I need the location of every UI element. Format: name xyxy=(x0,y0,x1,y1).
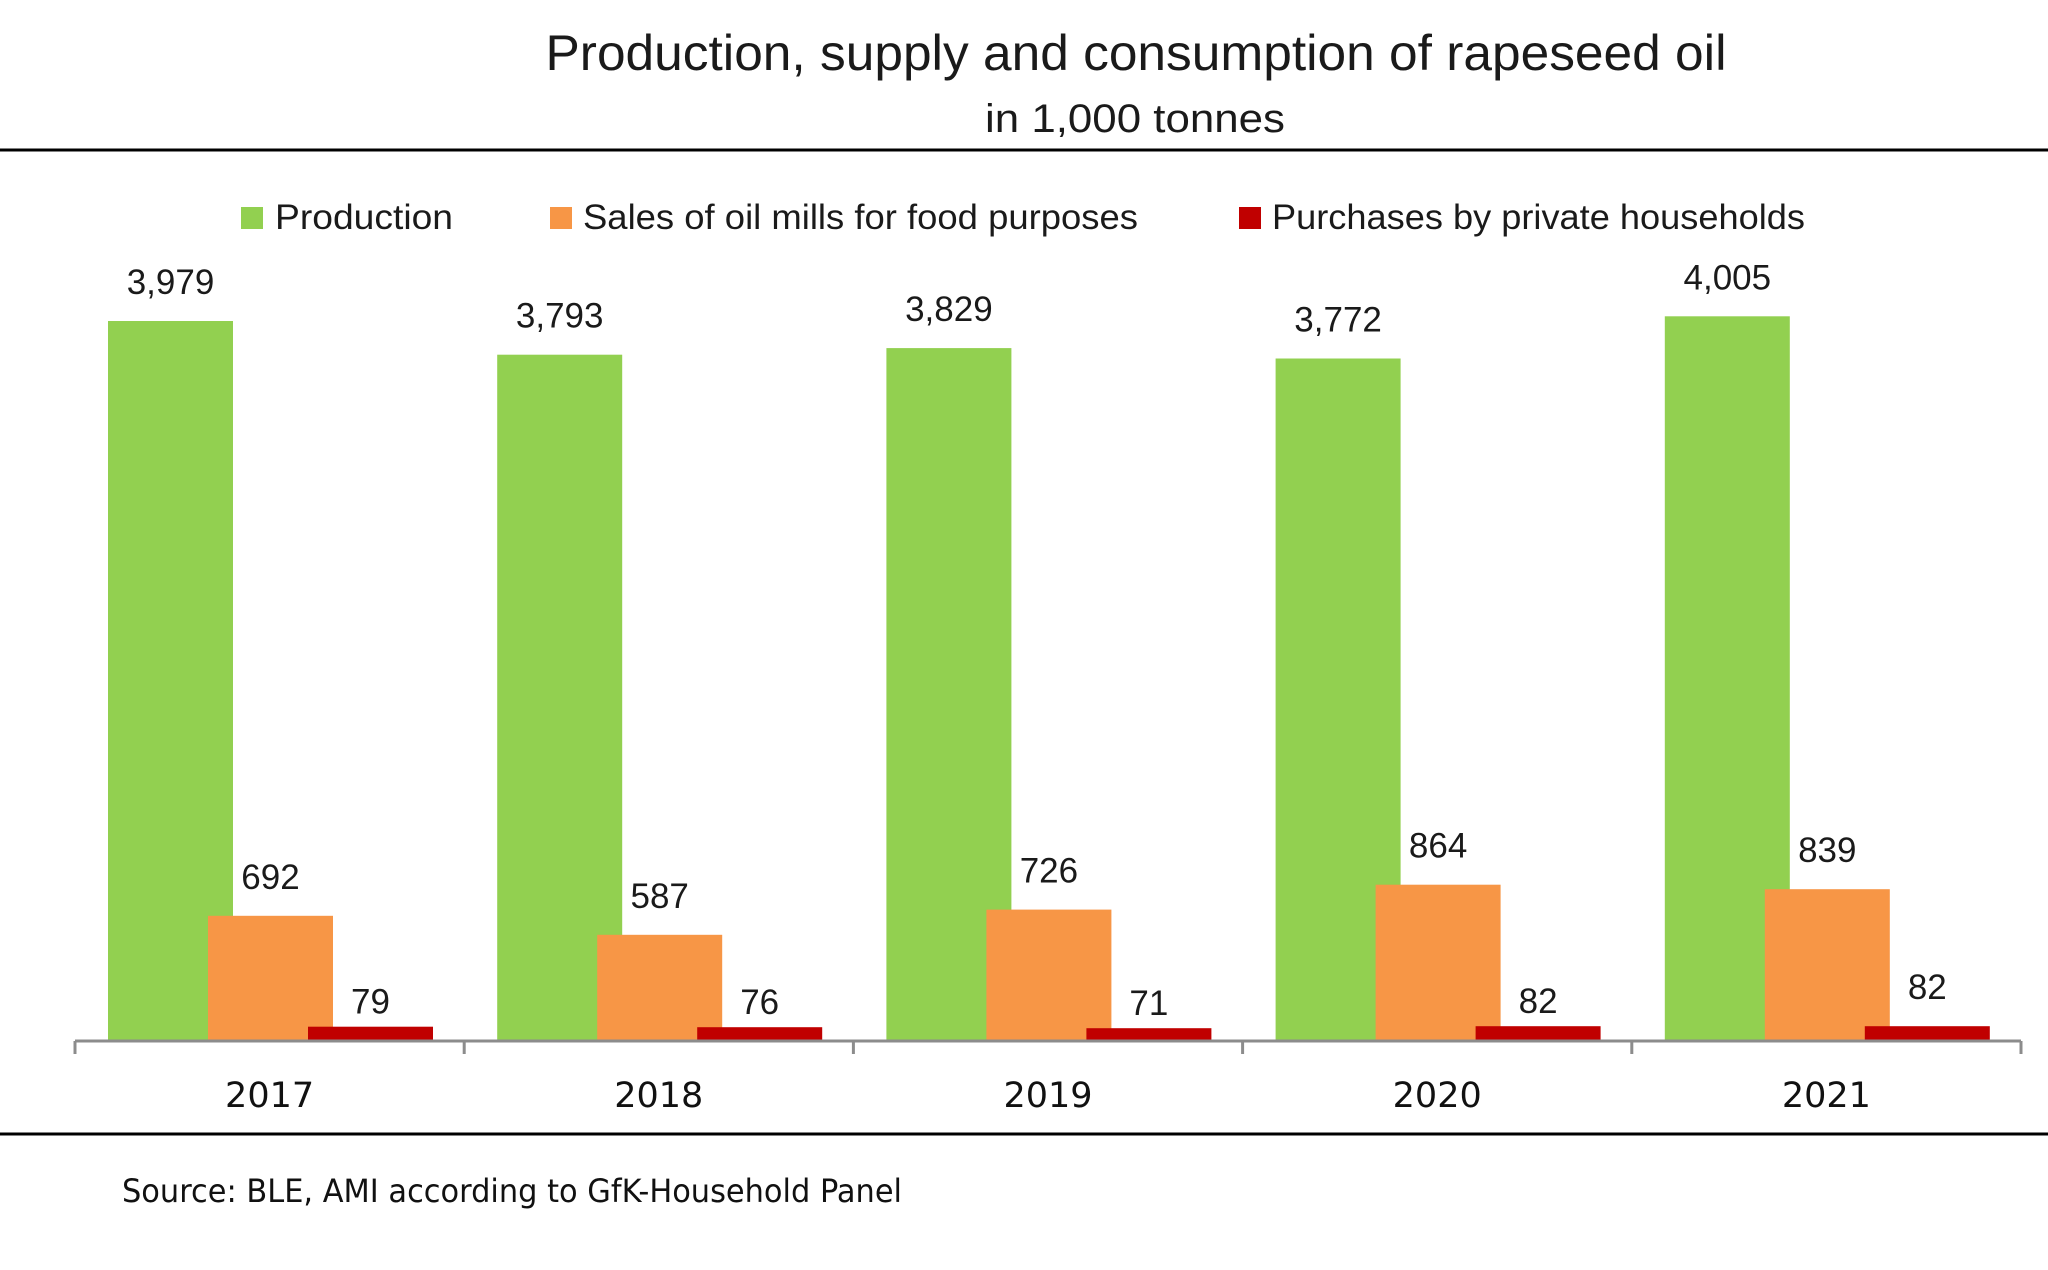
data-label-2-2019: 726 xyxy=(1020,852,1078,891)
x-tick-label-2018: 2018 xyxy=(614,1076,703,1116)
bar-group-2018 xyxy=(497,354,823,1041)
bar-3-2019 xyxy=(1086,1028,1212,1041)
bar-2-2018 xyxy=(597,934,723,1041)
value-labels: 3,979 692 79 3,793 587 76 3,829 726 71 3,772 864 82… xyxy=(127,258,1947,1023)
x-axis: 2017 2018 2019 2020 2021 xyxy=(73,1039,2023,1116)
source-note: Source: BLE, AMI according to GfK-Househ… xyxy=(122,1172,902,1210)
bar-3-2020 xyxy=(1475,1026,1601,1041)
legend-label: Production xyxy=(275,198,453,237)
legend-swatch xyxy=(241,207,263,229)
data-label-3-2020: 82 xyxy=(1519,982,1558,1021)
legend: Production Sales of oil mills for food pu… xyxy=(241,198,1805,237)
x-tick-label-2019: 2019 xyxy=(1003,1076,1092,1116)
data-label-2-2020: 864 xyxy=(1409,827,1467,866)
legend-label: Sales of oil mills for food purposes xyxy=(583,198,1138,237)
bar-group-2019 xyxy=(886,348,1212,1042)
bar-3-2021 xyxy=(1864,1026,1990,1041)
bar-group-2021 xyxy=(1664,316,1990,1041)
bar-group-2020 xyxy=(1275,358,1601,1041)
x-tick-label-2017: 2017 xyxy=(225,1076,314,1116)
data-label-1-2018: 3,793 xyxy=(516,297,604,336)
data-label-2-2017: 692 xyxy=(241,858,299,897)
bar-group-2017 xyxy=(108,321,433,1041)
bar-2-2017 xyxy=(208,915,333,1041)
legend-item-1: Production xyxy=(241,198,453,237)
bar-2-2019 xyxy=(986,909,1112,1041)
bar-2-2021 xyxy=(1764,889,1890,1041)
data-label-1-2021: 4,005 xyxy=(1684,258,1772,297)
bar-3-2017 xyxy=(308,1026,433,1041)
legend-item-2: Sales of oil mills for food purposes xyxy=(550,198,1138,237)
bar-2-2020 xyxy=(1375,884,1501,1041)
data-label-1-2017: 3,979 xyxy=(127,263,215,302)
bars xyxy=(108,316,1990,1042)
legend-label: Purchases by private households xyxy=(1272,198,1805,237)
data-label-3-2018: 76 xyxy=(740,983,779,1022)
legend-swatch xyxy=(550,207,572,229)
chart-subtitle: in 1,000 tonnes xyxy=(985,97,1285,141)
data-label-1-2019: 3,829 xyxy=(905,290,993,329)
data-label-2-2018: 587 xyxy=(630,877,688,916)
legend-item-3: Purchases by private households xyxy=(1239,198,1805,237)
data-label-3-2021: 82 xyxy=(1908,968,1947,1007)
data-label-2-2021: 839 xyxy=(1798,831,1856,870)
x-tick-label-2020: 2020 xyxy=(1393,1076,1482,1116)
x-tick-label-2021: 2021 xyxy=(1782,1076,1871,1116)
data-label-3-2017: 79 xyxy=(351,983,390,1022)
data-label-1-2020: 3,772 xyxy=(1294,301,1382,340)
chart-title: Production, supply and consumption of ra… xyxy=(546,25,1727,81)
bar-3-2018 xyxy=(697,1027,823,1041)
legend-swatch xyxy=(1239,207,1261,229)
data-label-3-2019: 71 xyxy=(1129,984,1168,1023)
bar-1-2018 xyxy=(497,354,623,1041)
